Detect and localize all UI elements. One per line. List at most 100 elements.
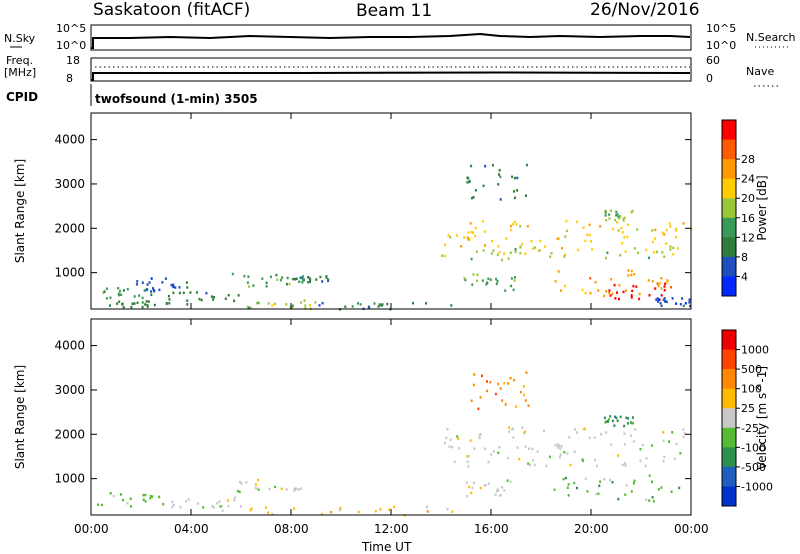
heatmap-cell bbox=[444, 243, 447, 246]
heatmap-cell bbox=[606, 251, 609, 254]
heatmap-cell bbox=[617, 215, 620, 218]
heatmap-cell bbox=[325, 275, 328, 278]
heatmap-cell bbox=[457, 437, 460, 440]
heatmap-cell bbox=[314, 301, 317, 304]
heatmap-cell bbox=[675, 229, 678, 232]
heatmap-cell bbox=[267, 302, 270, 305]
heatmap-cell bbox=[240, 482, 243, 485]
heatmap-cell bbox=[519, 251, 522, 255]
heatmap-cell bbox=[307, 276, 310, 279]
y-tick-label: 4000 bbox=[54, 133, 85, 147]
heatmap-cell bbox=[514, 176, 516, 180]
heatmap-cell bbox=[501, 399, 504, 402]
colorbar-tick-label: -25 bbox=[741, 422, 759, 435]
heatmap-cell bbox=[682, 435, 685, 439]
heatmap-cell bbox=[618, 297, 620, 301]
heatmap-cell bbox=[489, 381, 492, 384]
heatmap-cell bbox=[621, 241, 624, 245]
heatmap-cell bbox=[617, 454, 620, 457]
heatmap-cell bbox=[315, 278, 318, 281]
heatmap-cell bbox=[586, 490, 589, 493]
heatmap-cell bbox=[631, 209, 634, 213]
heatmap-cell bbox=[623, 424, 626, 428]
heatmap-cell bbox=[627, 269, 630, 272]
heatmap-cell bbox=[622, 219, 625, 222]
heatmap-cell bbox=[467, 465, 470, 468]
heatmap-cell bbox=[590, 240, 592, 243]
heatmap-cell bbox=[539, 239, 542, 243]
heatmap-cell bbox=[656, 300, 659, 303]
heatmap-cell bbox=[471, 486, 474, 490]
heatmap-cell bbox=[651, 480, 653, 483]
heatmap-cell bbox=[321, 301, 324, 305]
heatmap-region bbox=[470, 371, 530, 411]
heatmap-cell bbox=[468, 485, 471, 489]
heatmap-cell bbox=[496, 253, 499, 257]
heatmap-cell bbox=[641, 443, 644, 447]
power-panel: 1000 2000 3000 4000 Slant Range [km] 4 8 12 16 20… bbox=[13, 112, 769, 311]
heatmap-cell bbox=[168, 302, 171, 305]
heatmap-cell bbox=[616, 221, 619, 224]
heatmap-cell bbox=[611, 227, 614, 231]
heatmap-cell bbox=[119, 289, 121, 293]
heatmap-cell bbox=[512, 427, 514, 431]
heatmap-cell bbox=[560, 444, 563, 448]
heatmap-cell bbox=[519, 390, 522, 394]
heatmap-cell bbox=[514, 248, 517, 251]
heatmap-cell bbox=[465, 481, 468, 484]
heatmap-cell bbox=[279, 278, 282, 282]
heatmap-cell bbox=[670, 490, 673, 493]
heatmap-cell bbox=[664, 282, 667, 285]
heatmap-cell bbox=[588, 436, 591, 440]
heatmap-cell bbox=[443, 254, 446, 258]
heatmap-cell bbox=[293, 489, 296, 492]
heatmap-cell bbox=[630, 434, 633, 437]
heatmap-cell bbox=[301, 277, 304, 280]
heatmap-cell bbox=[624, 462, 627, 465]
heatmap-cell bbox=[377, 305, 380, 308]
y-tick-label: 2000 bbox=[54, 427, 85, 441]
heatmap-cell bbox=[219, 505, 222, 508]
heatmap-cell bbox=[660, 304, 663, 308]
heatmap-cell bbox=[304, 304, 307, 307]
heatmap-cell bbox=[563, 255, 566, 258]
heatmap-cell bbox=[487, 277, 490, 280]
heatmap-cell bbox=[458, 447, 461, 450]
heatmap-cell bbox=[672, 246, 675, 250]
heatmap-cell bbox=[252, 284, 255, 287]
heatmap-cell bbox=[451, 445, 454, 449]
heatmap-cell bbox=[451, 510, 454, 513]
cpid-label: CPID bbox=[6, 90, 38, 104]
heatmap-cell bbox=[513, 279, 516, 282]
heatmap-cell bbox=[129, 497, 132, 500]
colorbar-swatch bbox=[722, 159, 736, 180]
x-tick-label: 04:00 bbox=[174, 522, 209, 536]
heatmap-cell bbox=[665, 300, 668, 304]
heatmap-cell bbox=[248, 285, 251, 288]
heatmap-region bbox=[109, 300, 168, 309]
heatmap-cell bbox=[510, 228, 513, 232]
heatmap-cell bbox=[524, 445, 527, 448]
heatmap-cell bbox=[474, 226, 477, 230]
heatmap-cell bbox=[588, 233, 591, 237]
heatmap-cell bbox=[603, 294, 606, 298]
heatmap-cell bbox=[644, 464, 647, 468]
heatmap-cell bbox=[632, 482, 635, 485]
heatmap-cell bbox=[216, 502, 219, 505]
heatmap-cell bbox=[144, 303, 147, 306]
heatmap-region bbox=[554, 269, 672, 298]
heatmap-cell bbox=[567, 494, 570, 497]
heatmap-cell bbox=[144, 500, 147, 503]
heatmap-cell bbox=[510, 284, 513, 288]
heatmap-cell bbox=[616, 213, 619, 216]
heatmap-cell bbox=[495, 277, 498, 281]
heatmap-cell bbox=[478, 436, 481, 440]
heatmap-cell bbox=[688, 301, 691, 304]
date-title: 26/Nov/2016 bbox=[590, 0, 700, 20]
heatmap-cell bbox=[508, 430, 511, 433]
heatmap-cell bbox=[504, 403, 507, 406]
heatmap-cell bbox=[524, 399, 527, 402]
heatmap-cell bbox=[673, 457, 676, 460]
heatmap-cell bbox=[116, 302, 119, 305]
heatmap-cell bbox=[236, 489, 239, 493]
